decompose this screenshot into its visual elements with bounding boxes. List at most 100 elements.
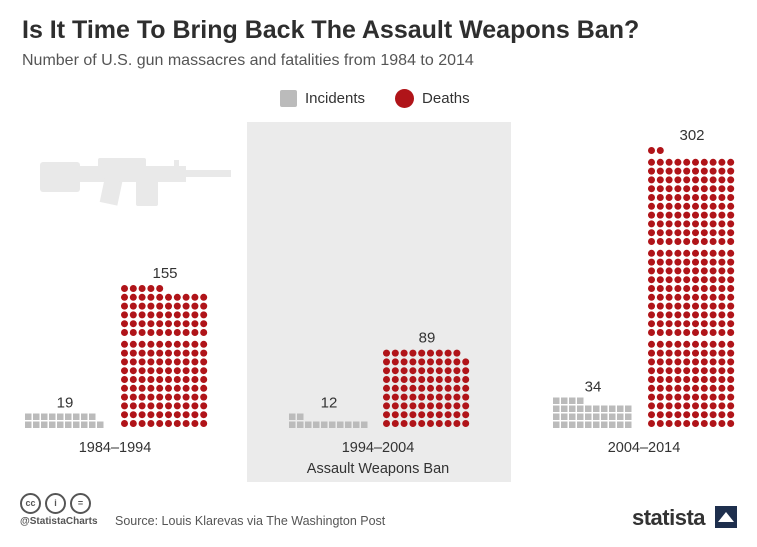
death-marker bbox=[409, 384, 417, 392]
death-marker bbox=[727, 384, 735, 392]
death-marker bbox=[156, 384, 164, 392]
death-marker bbox=[391, 402, 399, 410]
death-marker bbox=[709, 393, 717, 401]
incident-marker bbox=[569, 413, 576, 420]
death-marker bbox=[727, 393, 735, 401]
legend-incidents: Incidents bbox=[280, 90, 365, 107]
death-marker bbox=[648, 267, 655, 275]
death-marker bbox=[656, 293, 664, 301]
death-marker bbox=[138, 376, 146, 383]
death-marker bbox=[129, 302, 137, 310]
death-marker bbox=[700, 211, 708, 219]
death-marker bbox=[656, 329, 664, 336]
death-marker bbox=[665, 411, 673, 419]
death-marker bbox=[173, 329, 181, 336]
death-marker bbox=[391, 376, 399, 383]
death-marker bbox=[173, 402, 181, 410]
death-marker bbox=[656, 349, 664, 357]
death-marker bbox=[674, 285, 682, 292]
death-marker bbox=[683, 384, 691, 392]
death-marker bbox=[665, 402, 673, 410]
death-marker bbox=[191, 311, 199, 319]
death-marker bbox=[674, 329, 682, 336]
death-marker bbox=[648, 420, 655, 427]
death-marker bbox=[427, 393, 434, 401]
death-marker bbox=[138, 285, 146, 292]
death-marker bbox=[700, 285, 708, 292]
death-marker bbox=[648, 384, 655, 392]
death-marker bbox=[692, 258, 699, 266]
death-marker bbox=[709, 311, 717, 319]
death-marker bbox=[156, 293, 164, 301]
death-marker bbox=[674, 276, 682, 284]
death-marker bbox=[147, 411, 155, 419]
death-marker bbox=[147, 384, 155, 392]
death-marker bbox=[191, 349, 199, 357]
death-marker bbox=[683, 411, 691, 419]
death-marker bbox=[692, 267, 699, 275]
incident-marker bbox=[609, 421, 616, 428]
death-marker bbox=[692, 176, 699, 184]
death-marker bbox=[665, 302, 673, 310]
incident-marker bbox=[73, 421, 80, 428]
death-marker bbox=[182, 420, 190, 427]
death-marker bbox=[165, 329, 172, 336]
death-marker bbox=[709, 220, 717, 228]
death-marker bbox=[156, 329, 164, 336]
death-marker bbox=[656, 311, 664, 319]
incident-marker bbox=[73, 413, 80, 420]
death-marker bbox=[427, 367, 434, 375]
incident-marker bbox=[297, 413, 304, 420]
death-marker bbox=[709, 384, 717, 392]
death-marker bbox=[435, 358, 443, 366]
death-marker bbox=[718, 285, 726, 292]
death-marker bbox=[727, 249, 735, 257]
death-marker bbox=[727, 320, 735, 328]
death-marker bbox=[121, 358, 128, 366]
death-marker bbox=[418, 367, 426, 375]
incident-marker bbox=[49, 413, 56, 420]
incident-marker bbox=[25, 421, 32, 428]
death-marker bbox=[700, 376, 708, 383]
death-marker bbox=[683, 249, 691, 257]
death-marker bbox=[727, 358, 735, 366]
death-marker bbox=[656, 202, 664, 210]
death-marker bbox=[709, 302, 717, 310]
death-marker bbox=[648, 302, 655, 310]
death-marker bbox=[718, 367, 726, 375]
death-marker bbox=[409, 376, 417, 383]
incident-marker bbox=[89, 413, 96, 420]
death-marker bbox=[200, 358, 208, 366]
death-marker bbox=[462, 420, 470, 427]
death-marker bbox=[700, 158, 708, 166]
death-marker bbox=[648, 258, 655, 266]
death-marker bbox=[121, 285, 128, 292]
incident-marker bbox=[569, 405, 576, 412]
death-marker bbox=[383, 411, 390, 419]
death-marker bbox=[692, 367, 699, 375]
death-marker bbox=[200, 293, 208, 301]
death-marker bbox=[692, 167, 699, 175]
death-marker bbox=[656, 249, 664, 257]
death-marker bbox=[709, 276, 717, 284]
death-marker bbox=[683, 302, 691, 310]
death-marker bbox=[191, 329, 199, 336]
death-marker bbox=[665, 220, 673, 228]
death-marker bbox=[709, 340, 717, 348]
death-marker bbox=[709, 411, 717, 419]
death-marker bbox=[383, 358, 390, 366]
death-marker bbox=[200, 376, 208, 383]
death-marker bbox=[182, 402, 190, 410]
death-marker bbox=[656, 147, 664, 154]
death-marker bbox=[191, 302, 199, 310]
death-marker bbox=[435, 402, 443, 410]
death-marker bbox=[692, 376, 699, 383]
death-marker bbox=[674, 411, 682, 419]
deaths-value-label: 155 bbox=[152, 265, 177, 282]
death-marker bbox=[138, 402, 146, 410]
statista-logo[interactable]: statista bbox=[632, 505, 706, 530]
death-marker bbox=[665, 349, 673, 357]
death-marker bbox=[462, 393, 470, 401]
incident-marker bbox=[57, 413, 64, 420]
incident-marker bbox=[577, 405, 584, 412]
